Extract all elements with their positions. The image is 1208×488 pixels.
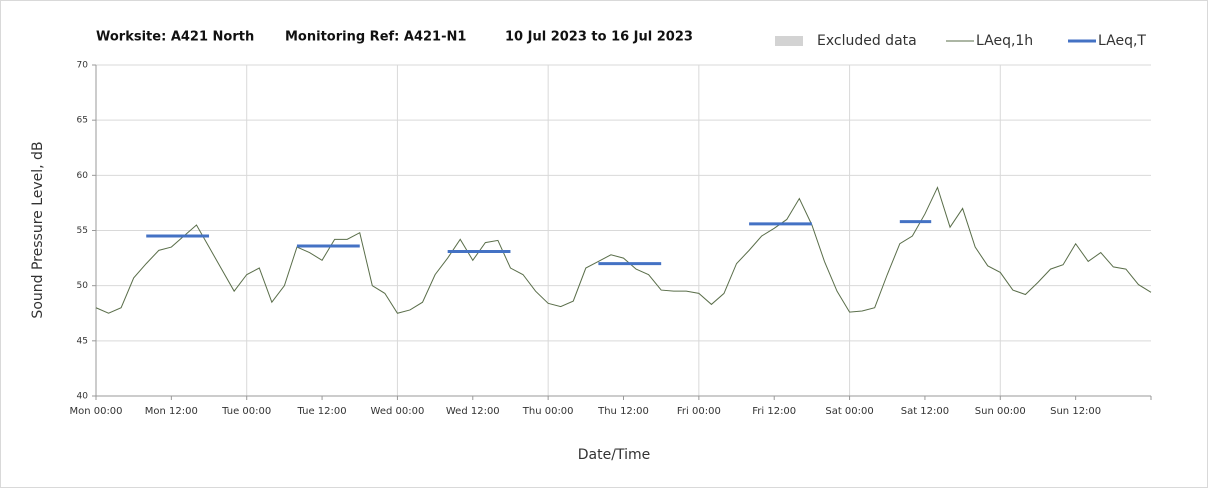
- x-tick-label: Thu 12:00: [597, 406, 649, 417]
- y-tick-label: 50: [77, 281, 89, 291]
- x-tick-label: Wed 12:00: [446, 406, 500, 417]
- x-tick-label: Sat 00:00: [825, 406, 873, 417]
- y-tick-label: 70: [77, 61, 89, 71]
- chart-title: 10 Jul 2023 to 16 Jul 2023: [505, 30, 693, 45]
- x-tick-label: Mon 12:00: [145, 406, 198, 417]
- legend-swatch: [775, 36, 803, 46]
- y-tick-label: 55: [77, 226, 88, 236]
- x-tick-label: Wed 00:00: [371, 406, 425, 417]
- y-tick-label: 65: [77, 116, 88, 126]
- x-tick-label: Thu 00:00: [522, 406, 574, 417]
- legend-label: LAeq,T: [1098, 33, 1146, 49]
- x-axis-label: Date/Time: [578, 447, 650, 463]
- hourly-line: [95, 186, 1152, 314]
- x-tick-label: Tue 12:00: [297, 406, 347, 417]
- chart-title: Worksite: A421 North: [96, 30, 254, 45]
- x-tick-label: Mon 00:00: [69, 406, 122, 417]
- x-tick-label: Sun 00:00: [975, 406, 1026, 417]
- x-tick-label: Fri 12:00: [752, 406, 796, 417]
- x-tick-label: Sun 12:00: [1050, 406, 1101, 417]
- legend-label: Excluded data: [817, 33, 917, 49]
- x-tick-label: Sat 12:00: [901, 406, 949, 417]
- y-tick-label: 45: [77, 336, 88, 346]
- legend-label: LAeq,1h: [976, 33, 1033, 49]
- y-axis-label: Sound Pressure Level, dB: [30, 141, 46, 318]
- y-tick-label: 60: [77, 171, 89, 181]
- y-tick-label: 40: [77, 392, 89, 402]
- x-tick-label: Fri 00:00: [677, 406, 721, 417]
- x-tick-label: Tue 00:00: [221, 406, 271, 417]
- chart-title: Monitoring Ref: A421-N1: [285, 30, 466, 45]
